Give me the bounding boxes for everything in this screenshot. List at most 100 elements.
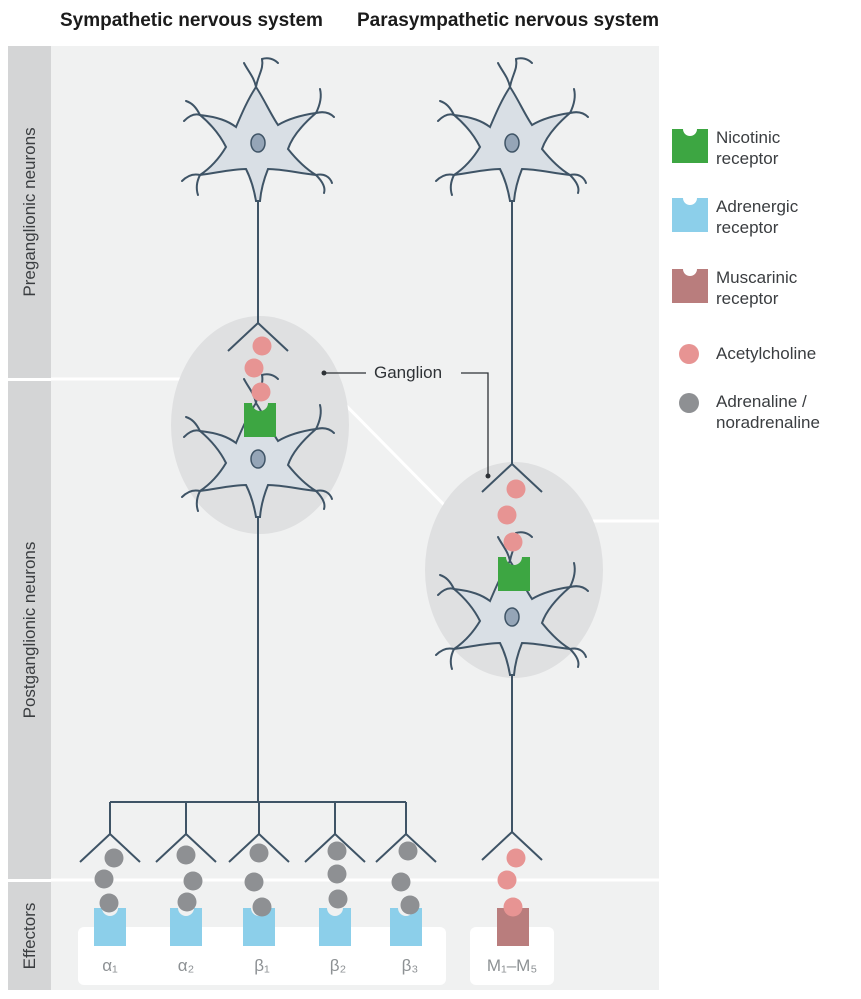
acetylcholine-dot	[503, 532, 523, 552]
para-preganglionic-neuron-dendrite	[497, 62, 511, 88]
legend-text-line1: Acetylcholine	[716, 344, 817, 363]
adrenergic-receptor-icon	[672, 198, 708, 232]
sym-nicotinic-receptor	[244, 403, 276, 437]
para-effector-terminal	[481, 831, 543, 861]
legend-text-line1: Adrenergic	[716, 197, 799, 216]
sym-postganglionic-neuron-dendrite	[315, 489, 333, 500]
sym-preganglionic-neuron-dendrite	[183, 113, 201, 122]
sym-preganglionic-neuron-dendrite	[315, 111, 335, 118]
para-preganglionic-neuron-dendrite	[437, 113, 455, 122]
sym-preganglionic-neuron-dendrite	[185, 100, 201, 116]
para-postganglionic-neuron-dendrite	[569, 562, 576, 588]
para-postganglionic-neuron-dendrite	[515, 531, 533, 538]
legend-text-line2: receptor	[716, 289, 779, 308]
acetylcholine-dot	[497, 870, 517, 890]
acetylcholine-dot	[252, 336, 272, 356]
acetylcholine-dot	[506, 848, 526, 868]
para-preganglionic-neuron-dendrite	[569, 88, 576, 114]
adrenaline-dot	[244, 872, 264, 892]
ganglion-callout-dot-para	[485, 473, 491, 479]
receptor-subtype-label: α₁	[102, 956, 118, 975]
para-postganglionic-neuron-dendrite	[435, 647, 455, 656]
effectors-band: Effectors	[8, 882, 51, 990]
sym-postganglionic-neuron-dendrite	[315, 490, 326, 510]
neurotransmitter-layer	[94, 336, 526, 917]
legend-text-line2: noradrenaline	[716, 413, 820, 432]
sym-postganglionic-neuron-dendrite	[243, 378, 257, 404]
sym-preganglionic-neuron-dendrite	[255, 58, 264, 88]
adrenergic-receptor	[390, 908, 422, 946]
para-postganglionic-neuron-dendrite	[569, 648, 580, 668]
para-preganglionic-neuron-dendrite	[435, 173, 455, 182]
sym-preganglionic-neuron-nucleus	[250, 133, 266, 153]
preganglionic-band: Preganglionic neurons	[8, 46, 51, 378]
adrenergic-receptor	[170, 908, 202, 946]
para-postganglionic-neuron-dendrite	[449, 648, 455, 670]
sym-postganglionic-neuron-nucleus	[250, 449, 266, 469]
axon-layer	[109, 200, 513, 834]
para-preganglionic-neuron-dendrite	[439, 100, 455, 116]
para-preganglionic-neuron-nucleus	[504, 133, 520, 153]
legend-text-line1: Muscarinic	[716, 268, 798, 287]
para-postganglionic-neuron-dendrite	[569, 585, 589, 592]
adrenaline-dot	[183, 871, 203, 891]
acetylcholine-dot	[251, 382, 271, 402]
para-preganglionic-neuron-dendrite	[569, 173, 587, 184]
para-preganglionic-neuron-dendrite	[449, 174, 455, 196]
sym-postganglionic-neuron-dendrite	[315, 404, 322, 430]
preganglionic-label: Preganglionic neurons	[19, 127, 39, 297]
para-ganglion-terminal	[481, 463, 543, 493]
para-postganglionic-neuron-nucleus	[504, 607, 520, 627]
adrenaline-dot	[99, 893, 119, 913]
adrenaline-dot	[328, 889, 348, 909]
parasympathetic-title: Parasympathetic nervous system	[357, 10, 660, 31]
adrenaline-dot	[327, 864, 347, 884]
adrenaline-dot	[249, 843, 269, 863]
para-nicotinic-receptor	[498, 557, 530, 591]
sym-effector-terminal	[375, 833, 437, 863]
adrenergic-receptor	[319, 908, 351, 946]
sym-preganglionic-neuron-dendrite	[261, 57, 279, 64]
acetylcholine-dot	[497, 505, 517, 525]
adrenaline-dot	[400, 895, 420, 915]
receptor-layer	[94, 403, 530, 946]
sym-preganglionic-neuron-dendrite	[315, 88, 322, 114]
sym-effector-terminal	[228, 833, 290, 863]
ganglion-label: Ganglion	[374, 363, 443, 382]
sympathetic-title: Sympathetic nervous system	[60, 10, 323, 31]
adrenaline-dot	[398, 841, 418, 861]
sym-postganglionic-neuron-dendrite	[261, 373, 279, 380]
adrenaline-dot	[327, 841, 347, 861]
adrenaline-dot	[391, 872, 411, 892]
parasympathetic-effector-box	[470, 927, 554, 985]
para-postganglionic-neuron-dendrite	[497, 536, 511, 562]
acetylcholine-dot	[506, 479, 526, 499]
para-preganglionic-neuron-dendrite	[569, 111, 589, 118]
nicotinic-receptor-icon	[672, 129, 708, 163]
postganglionic-band: Postganglionic neurons	[8, 381, 51, 879]
sym-postganglionic-neuron-dendrite	[315, 427, 335, 434]
sym-preganglionic-neuron-dendrite	[243, 62, 257, 88]
sym-postganglionic-neuron-dendrite	[195, 490, 201, 512]
effectors-label: Effectors	[19, 902, 39, 970]
para-postganglionic-neuron-dendrite	[569, 647, 587, 658]
muscarinic-subtype-label: M₁–M₅	[486, 956, 538, 975]
para-preganglionic-neuron-dendrite	[515, 57, 533, 64]
sym-postganglionic-neuron-dendrite	[181, 489, 201, 498]
adrenaline-dot	[177, 892, 197, 912]
para-preganglionic-neuron-dendrite	[509, 58, 518, 88]
sym-preganglionic-neuron-dendrite	[195, 174, 201, 196]
legend-text-line2: receptor	[716, 149, 779, 168]
receptor-subtype-label: β₃	[401, 956, 419, 975]
para-postganglionic-neuron-dendrite	[437, 587, 455, 596]
legend-text-line1: Adrenaline /	[716, 392, 807, 411]
adrenaline-dot	[176, 845, 196, 865]
adrenaline-dot	[252, 897, 272, 917]
acetylcholine-dot-icon	[679, 344, 699, 364]
sym-preganglionic-neuron-dendrite	[315, 173, 333, 184]
acetylcholine-dot	[244, 358, 264, 378]
sym-effector-terminal	[304, 833, 366, 863]
neuron-layer	[181, 57, 589, 676]
sym-postganglionic-neuron-dendrite	[185, 416, 201, 432]
